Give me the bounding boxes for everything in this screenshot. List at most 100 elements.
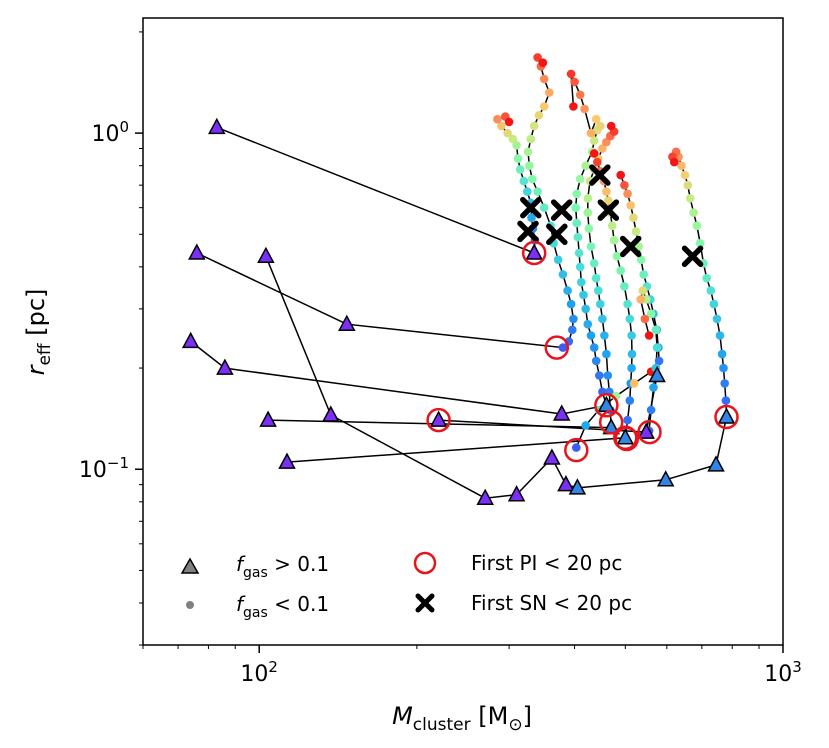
data-dot <box>604 196 613 205</box>
data-dot <box>623 189 632 199</box>
x-axis-label: Mcluster [M⊙] <box>392 702 532 735</box>
data-dot <box>529 121 539 131</box>
data-dot <box>609 235 619 245</box>
data-dot <box>706 286 716 295</box>
legend-pi-circle-marker <box>413 551 437 575</box>
data-dot <box>692 221 702 231</box>
data-dot <box>593 157 602 167</box>
data-dot <box>579 290 588 300</box>
data-dot <box>695 239 705 248</box>
data-dot <box>545 88 554 97</box>
data-dot <box>683 180 693 190</box>
sn-cross-marker <box>597 199 620 221</box>
data-dot <box>539 74 549 84</box>
data-dot <box>629 213 638 222</box>
data-dot <box>513 154 523 163</box>
data-dot <box>527 174 537 184</box>
data-triangle <box>656 470 675 487</box>
data-triangle <box>717 407 736 424</box>
data-dot <box>581 421 590 430</box>
data-dot <box>563 286 572 295</box>
data-triangle <box>707 455 725 472</box>
sn-cross-marker <box>589 164 611 186</box>
pi-circle-marker <box>598 409 624 435</box>
data-dot <box>515 165 525 174</box>
data-dot <box>558 343 568 352</box>
data-dot <box>616 170 625 180</box>
data-dot <box>575 90 585 100</box>
data-dot <box>646 405 656 415</box>
data-triangle <box>637 422 655 439</box>
data-dot <box>594 286 603 295</box>
data-dot <box>569 102 578 111</box>
data-dot <box>652 343 662 352</box>
data-dot <box>581 304 590 314</box>
data-dot <box>493 114 502 124</box>
data-dot <box>685 194 695 203</box>
data-dot <box>539 203 549 212</box>
data-dot <box>534 111 544 120</box>
data-dot <box>626 201 635 210</box>
data-dot <box>719 363 728 373</box>
data-dot <box>709 299 719 309</box>
axis-ticks: 102 103 10−1 100 <box>79 31 802 687</box>
data-dot <box>575 262 585 272</box>
data-triangle <box>552 404 571 421</box>
data-dot <box>508 134 518 144</box>
legend-triangle-marker <box>180 557 200 574</box>
data-dot <box>527 213 536 222</box>
data-dot <box>603 371 613 380</box>
data-dot <box>591 114 601 124</box>
data-triangle <box>543 448 561 465</box>
pi-circle-marker <box>564 437 589 463</box>
data-triangle <box>476 488 494 505</box>
data-dot <box>616 266 625 275</box>
data-dot <box>649 383 658 392</box>
data-dot <box>591 273 601 283</box>
data-dot <box>568 325 577 335</box>
data-dot <box>712 314 722 324</box>
data-dot <box>571 203 580 212</box>
data-dot <box>583 319 593 329</box>
data-dot <box>497 121 506 131</box>
data-dot <box>623 299 632 309</box>
data-triangle <box>525 243 543 260</box>
data-dot <box>654 356 664 366</box>
data-dot <box>715 331 725 340</box>
data-dot <box>640 314 650 324</box>
data-dot <box>526 134 536 144</box>
data-dot <box>721 396 731 405</box>
legend-label-fgas-high: fgas > 0.1 <box>236 552 329 581</box>
data-dot <box>623 415 632 425</box>
data-dot <box>629 379 639 388</box>
data-dot <box>607 221 617 231</box>
data-dot <box>625 314 635 324</box>
data-triangle <box>568 478 587 495</box>
data-triangle <box>278 452 296 469</box>
data-dot <box>586 128 596 138</box>
data-dot <box>596 121 605 131</box>
data-dot <box>583 194 593 203</box>
sn-cross-marker <box>619 235 642 258</box>
data-dot <box>566 299 576 309</box>
data-dot <box>636 255 646 264</box>
data-dot <box>589 343 599 352</box>
data-dot <box>574 248 584 258</box>
data-dot <box>620 180 629 190</box>
data-dot <box>689 208 698 217</box>
sn-cross-marker <box>517 220 539 243</box>
data-dot <box>573 232 583 242</box>
data-dot <box>717 349 727 359</box>
pi-circle-marker <box>426 407 451 433</box>
data-dot <box>612 251 622 261</box>
data-dot <box>589 136 599 145</box>
y-tick-label: 10−1 <box>79 454 129 483</box>
data-dot <box>553 255 563 264</box>
sn-cross-marker <box>546 223 568 246</box>
data-dot <box>572 189 582 199</box>
data-triangle <box>507 485 526 502</box>
legend-dot-marker <box>186 601 194 609</box>
data-dot <box>519 176 529 186</box>
data-dot <box>577 277 586 287</box>
